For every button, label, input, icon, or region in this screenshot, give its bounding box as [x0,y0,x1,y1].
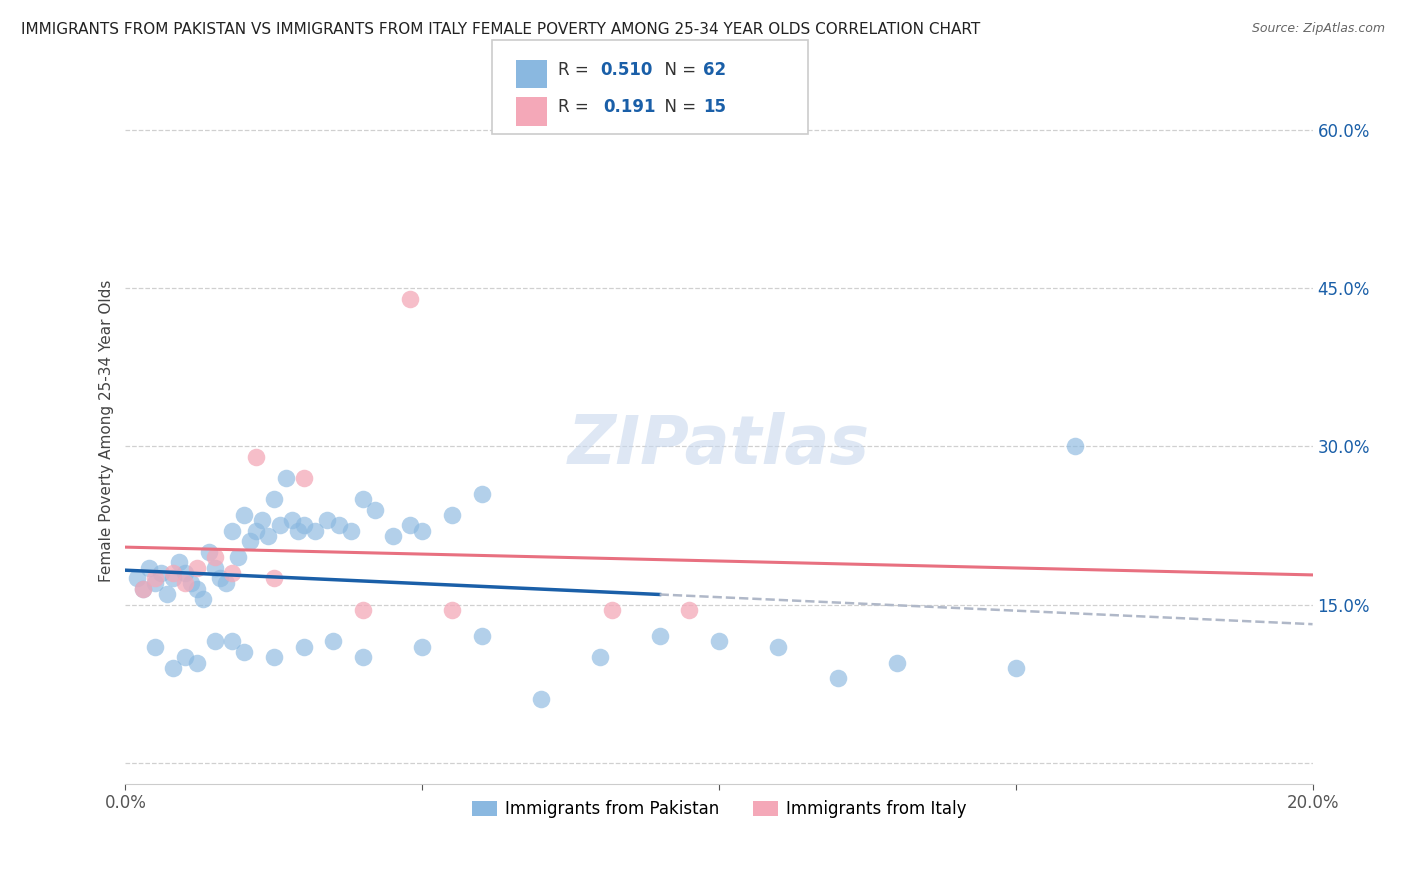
Point [440,603,463,617]
Point [221,634,243,648]
Point [204,550,226,565]
Point [322,634,344,648]
Point [186,656,208,670]
Point [245,450,267,464]
Text: 15: 15 [703,98,725,116]
Y-axis label: Female Poverty Among 25-34 Year Olds: Female Poverty Among 25-34 Year Olds [100,279,114,582]
Point [287,524,309,538]
Point [352,603,374,617]
Point [1004,661,1026,675]
Point [411,640,433,654]
Point [471,629,494,643]
Point [352,650,374,665]
Point [352,492,374,507]
Point [292,518,315,533]
Point [156,587,179,601]
Point [827,671,849,685]
Point [316,513,339,527]
Point [167,555,190,569]
Point [221,524,243,538]
Point [221,566,243,580]
Point [678,603,700,617]
Point [274,471,297,485]
Point [269,518,291,533]
Point [530,692,553,706]
Point [197,545,219,559]
Legend: Immigrants from Pakistan, Immigrants from Italy: Immigrants from Pakistan, Immigrants fro… [465,794,973,825]
Point [600,603,623,617]
Point [257,529,280,543]
Point [209,571,232,585]
Point [162,661,184,675]
Point [186,582,208,596]
Point [340,524,363,538]
Point [263,492,285,507]
Point [138,560,160,574]
Point [150,566,173,580]
Text: N =: N = [654,98,702,116]
Point [440,508,463,522]
Point [180,576,202,591]
Point [204,560,226,574]
Text: 62: 62 [703,61,725,78]
Point [1064,439,1087,453]
Point [304,524,326,538]
Point [245,524,267,538]
Point [132,582,155,596]
Point [204,634,226,648]
Point [411,524,433,538]
Point [143,576,166,591]
Point [215,576,238,591]
Point [263,571,285,585]
Point [162,571,184,585]
Point [328,518,350,533]
Point [233,508,256,522]
Point [127,571,149,585]
Point [648,629,671,643]
Point [292,640,315,654]
Point [381,529,404,543]
Point [399,518,422,533]
Point [191,592,214,607]
Point [280,513,302,527]
Point [226,550,249,565]
Point [173,576,195,591]
Point [186,560,208,574]
Point [173,566,195,580]
Point [292,471,315,485]
Point [250,513,273,527]
Point [707,634,730,648]
Point [162,566,184,580]
Text: R =: R = [558,61,595,78]
Point [364,502,387,516]
Text: R =: R = [558,98,599,116]
Point [143,571,166,585]
Point [143,640,166,654]
Point [471,487,494,501]
Point [886,656,908,670]
Text: N =: N = [654,61,702,78]
Text: 0.191: 0.191 [603,98,655,116]
Point [768,640,790,654]
Point [132,582,155,596]
Text: IMMIGRANTS FROM PAKISTAN VS IMMIGRANTS FROM ITALY FEMALE POVERTY AMONG 25-34 YEA: IMMIGRANTS FROM PAKISTAN VS IMMIGRANTS F… [21,22,980,37]
Point [233,645,256,659]
Point [263,650,285,665]
Text: ZIPatlas: ZIPatlas [568,412,870,478]
Point [173,650,195,665]
Text: Source: ZipAtlas.com: Source: ZipAtlas.com [1251,22,1385,36]
Point [239,534,262,549]
Point [399,292,422,306]
Text: 0.510: 0.510 [600,61,652,78]
Point [589,650,612,665]
